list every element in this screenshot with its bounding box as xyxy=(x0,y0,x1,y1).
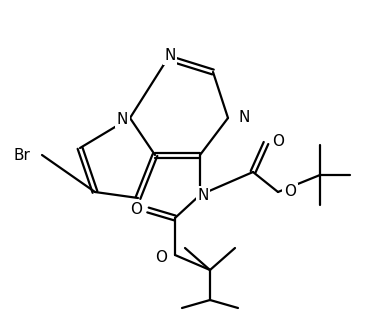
Text: O: O xyxy=(155,250,167,266)
Text: O: O xyxy=(130,203,142,217)
Text: N: N xyxy=(164,49,176,63)
Text: N: N xyxy=(197,187,208,203)
Text: N: N xyxy=(117,112,128,126)
Text: O: O xyxy=(284,184,296,199)
Text: O: O xyxy=(272,133,284,148)
Text: Br: Br xyxy=(13,147,30,163)
Text: N: N xyxy=(238,111,249,126)
